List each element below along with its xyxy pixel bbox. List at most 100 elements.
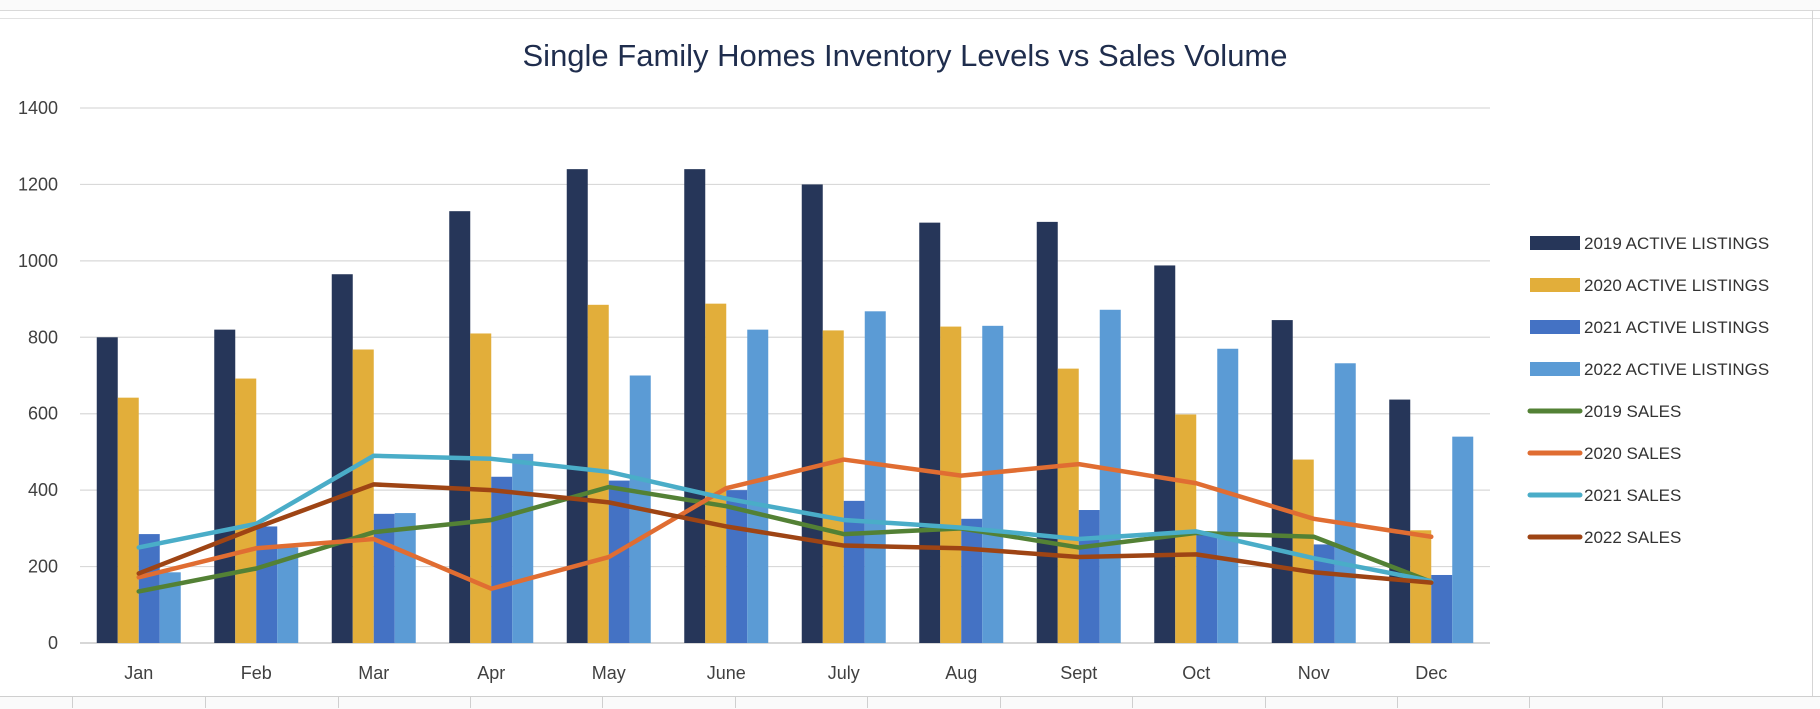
- spreadsheet-column-tick: [1000, 697, 1001, 708]
- bar-2019-active-listings-jan: [96, 337, 118, 643]
- bar-2019-active-listings-nov: [1271, 320, 1293, 643]
- bar-2020-active-listings-july: [822, 330, 844, 643]
- bar-2022-active-listings-dec: [1452, 436, 1474, 643]
- spreadsheet-column-tick: [1132, 697, 1133, 708]
- spreadsheet-row-line: [0, 18, 1820, 19]
- bar-2020-active-listings-nov: [1292, 459, 1314, 643]
- y-tick-label: 200: [28, 557, 58, 577]
- x-tick-label: Oct: [1182, 663, 1210, 683]
- bar-series: [96, 169, 1474, 643]
- x-tick-label: May: [592, 663, 626, 683]
- bar-2020-active-listings-jan: [117, 397, 139, 643]
- x-tick-label: Aug: [945, 663, 977, 683]
- spreadsheet-column-line: [1812, 10, 1813, 696]
- line-series: [136, 453, 1434, 594]
- spreadsheet-column-tick: [867, 697, 868, 708]
- bar-2021-active-listings-sept: [1078, 510, 1100, 643]
- x-tick-label: June: [707, 663, 746, 683]
- bar-2020-active-listings-may: [587, 304, 609, 643]
- spreadsheet-column-tick: [470, 697, 471, 708]
- spreadsheet-column-tick: [338, 697, 339, 708]
- spreadsheet-column-tick: [72, 697, 73, 708]
- x-tick-label: Apr: [477, 663, 505, 683]
- bar-2022-active-listings-june: [747, 329, 769, 643]
- bar-2019-active-listings-apr: [449, 211, 471, 643]
- spreadsheet-header-strip: [0, 0, 1820, 11]
- bar-2022-active-listings-sept: [1099, 309, 1121, 643]
- x-tick-label: Feb: [241, 663, 272, 683]
- bar-2019-active-listings-mar: [331, 274, 353, 643]
- line-2020-sales: [136, 457, 1434, 591]
- bar-2021-active-listings-aug: [961, 518, 983, 643]
- line-2022-sales: [136, 482, 1434, 585]
- bar-2022-active-listings-nov: [1334, 363, 1356, 643]
- bar-2020-active-listings-mar: [352, 349, 374, 643]
- bar-2019-active-listings-sept: [1036, 221, 1058, 643]
- bar-2022-active-listings-aug: [982, 325, 1004, 643]
- y-axis-tick-labels: 0 200 400 600 800 1000 1200 1400: [18, 98, 58, 653]
- y-tick-label: 1000: [18, 251, 58, 271]
- bar-2020-active-listings-aug: [940, 326, 962, 643]
- bar-2020-active-listings-oct: [1175, 414, 1197, 643]
- bar-2021-active-listings-oct: [1196, 532, 1218, 643]
- bar-2019-active-listings-july: [801, 184, 823, 643]
- bar-2021-active-listings-nov: [1313, 544, 1335, 643]
- legend-label: 2019 SALES: [1584, 402, 1681, 421]
- bar-2020-active-listings-dec: [1410, 530, 1432, 643]
- spreadsheet-column-tick: [1265, 697, 1266, 708]
- x-tick-label: Dec: [1415, 663, 1447, 683]
- bar-2021-active-listings-may: [608, 480, 630, 643]
- x-tick-label: Sept: [1060, 663, 1097, 683]
- legend-label: 2021 SALES: [1584, 486, 1681, 505]
- line-2021-sales: [136, 453, 1434, 584]
- y-tick-label: 800: [28, 327, 58, 347]
- bar-2022-active-listings-oct: [1217, 348, 1239, 643]
- legend: 2019 ACTIVE LISTINGS 2020 ACTIVE LISTINGS…: [1527, 234, 1769, 547]
- x-tick-label: July: [828, 663, 860, 683]
- legend-label: 2019 ACTIVE LISTINGS: [1584, 234, 1769, 253]
- spreadsheet-column-tick: [1397, 697, 1398, 708]
- bar-2021-active-listings-june: [726, 490, 748, 643]
- bar-2020-active-listings-june: [705, 303, 727, 643]
- legend-swatch: [1530, 320, 1580, 334]
- spreadsheet-column-tick: [205, 697, 206, 708]
- bar-2022-active-listings-apr: [512, 453, 534, 643]
- y-tick-label: 1400: [18, 98, 58, 118]
- bar-2019-active-listings-feb: [214, 329, 236, 643]
- x-tick-label: Jan: [124, 663, 153, 683]
- spreadsheet-column-tick: [1529, 697, 1530, 708]
- y-tick-label: 600: [28, 404, 58, 424]
- x-axis-tick-labels: Jan Feb Mar Apr May June July Aug Sept Oct Nov Dec: [124, 663, 1447, 683]
- bar-2022-active-listings-feb: [277, 547, 299, 643]
- bar-2019-active-listings-oct: [1154, 265, 1176, 643]
- spreadsheet-column-tick: [735, 697, 736, 708]
- x-tick-label: Nov: [1298, 663, 1330, 683]
- bar-2019-active-listings-june: [684, 169, 706, 643]
- x-tick-label: Mar: [358, 663, 389, 683]
- spreadsheet-column-tick: [1662, 697, 1663, 708]
- bar-2020-active-listings-feb: [235, 378, 257, 643]
- bar-2020-active-listings-sept: [1057, 368, 1079, 643]
- bar-2021-active-listings-apr: [491, 476, 513, 643]
- bar-2019-active-listings-dec: [1389, 399, 1411, 643]
- legend-label: 2022 ACTIVE LISTINGS: [1584, 360, 1769, 379]
- bar-2021-active-listings-feb: [256, 526, 278, 643]
- bar-2019-active-listings-aug: [919, 222, 941, 643]
- spreadsheet-bottom-strip: [0, 696, 1820, 709]
- legend-swatch: [1530, 362, 1580, 376]
- legend-label: 2022 SALES: [1584, 528, 1681, 547]
- legend-label: 2021 ACTIVE LISTINGS: [1584, 318, 1769, 337]
- legend-label: 2020 SALES: [1584, 444, 1681, 463]
- bar-2022-active-listings-july: [864, 311, 886, 643]
- bar-2021-active-listings-july: [843, 500, 865, 643]
- legend-swatch: [1530, 236, 1580, 250]
- bar-2022-active-listings-jan: [159, 572, 181, 643]
- chart-title: Single Family Homes Inventory Levels vs …: [523, 38, 1288, 73]
- y-tick-label: 0: [48, 633, 58, 653]
- spreadsheet-column-tick: [602, 697, 603, 708]
- y-tick-label: 1200: [18, 174, 58, 194]
- legend-label: 2020 ACTIVE LISTINGS: [1584, 276, 1769, 295]
- bar-2022-active-listings-mar: [394, 513, 416, 643]
- legend-swatch: [1530, 278, 1580, 292]
